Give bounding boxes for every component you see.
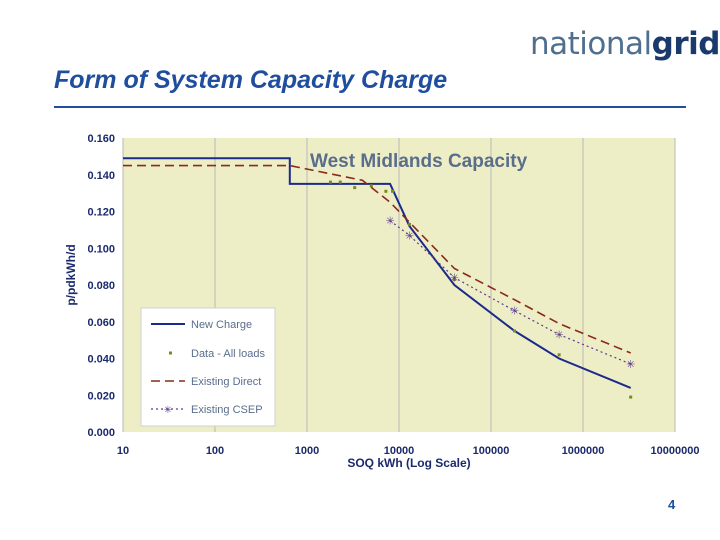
data-point-csep: ✳ [510, 306, 519, 318]
page-number: 4 [668, 497, 676, 512]
data-point-all-loads [369, 184, 373, 188]
logo-part-national: national [530, 26, 652, 62]
legend-marker [169, 351, 172, 355]
x-tick-label: 10 [117, 445, 129, 457]
data-point-all-loads [629, 395, 633, 399]
x-tick-label: 100000 [473, 445, 510, 457]
data-point-csep: ✳ [450, 273, 459, 285]
y-tick-label: 0.160 [87, 133, 115, 145]
x-tick-label: 1000000 [562, 445, 605, 457]
y-tick-label: 0.000 [87, 427, 115, 439]
data-point-all-loads [407, 222, 411, 226]
legend-star: ✳ [164, 405, 172, 416]
data-point-csep: ✳ [405, 230, 414, 242]
data-point-csep: ✳ [626, 359, 635, 371]
x-tick-label: 100 [206, 445, 224, 457]
slide-title: Form of System Capacity Charge [54, 66, 448, 94]
y-tick-label: 0.100 [87, 243, 115, 255]
y-tick-label: 0.040 [87, 354, 115, 366]
data-point-csep: ✳ [555, 330, 564, 342]
logo-part-grid: grid [651, 26, 720, 62]
data-point-all-loads [328, 180, 332, 184]
y-axis-label: p/pdkWh/d [64, 244, 78, 305]
data-point-all-loads [557, 353, 561, 357]
data-point-all-loads [384, 189, 388, 193]
series-line-existing-direct [123, 164, 632, 354]
series-line-existing-csep [389, 220, 631, 365]
legend-label: Data - All loads [191, 348, 265, 360]
x-tick-label: 1000 [295, 445, 319, 457]
title-divider [54, 106, 686, 108]
y-tick-label: 0.140 [87, 170, 115, 182]
y-tick-label: 0.120 [87, 207, 115, 219]
y-tick-label: 0.020 [87, 390, 115, 402]
series-line-new-charge [123, 157, 632, 389]
data-point-all-loads [391, 189, 395, 193]
y-tick-label: 0.080 [87, 280, 115, 292]
x-tick-label: 10000 [384, 445, 415, 457]
legend-label: Existing CSEP [191, 404, 263, 416]
data-point-all-loads [512, 329, 516, 333]
y-tick-label: 0.060 [87, 317, 115, 329]
legend-label: Existing Direct [191, 376, 261, 388]
legend-label: New Charge [191, 319, 252, 331]
nationalgrid-logo: nationalgrid [530, 26, 720, 62]
data-point-all-loads [353, 186, 357, 190]
data-point-csep: ✳ [385, 216, 394, 228]
data-point-all-loads [338, 180, 342, 184]
legend-box [140, 307, 276, 427]
chart-title: West Midlands Capacity [310, 151, 528, 172]
x-axis-label: SOQ kWh (Log Scale) [347, 456, 470, 470]
x-tick-label: 10000000 [651, 445, 700, 457]
data-point-all-loads [452, 277, 456, 281]
